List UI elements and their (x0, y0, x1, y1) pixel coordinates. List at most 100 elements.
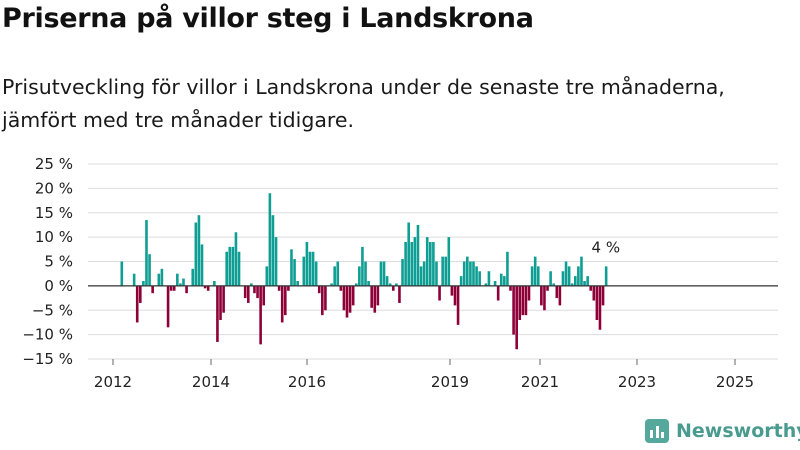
bar (429, 242, 432, 286)
bar (351, 285, 355, 306)
bar (404, 242, 407, 286)
bar (466, 256, 469, 286)
bar (302, 256, 306, 286)
bar (518, 285, 522, 321)
y-tick-label: 0 % (44, 277, 73, 295)
bar (148, 254, 151, 286)
bar (256, 285, 259, 299)
bar (145, 220, 148, 286)
bar (237, 251, 241, 286)
bar (543, 285, 546, 311)
bar (317, 285, 321, 294)
bar (222, 285, 225, 313)
newsworthy-brand: Newsworthy (645, 419, 800, 443)
bar (503, 276, 506, 286)
bar (284, 285, 287, 316)
bar (407, 222, 410, 286)
bar (533, 256, 537, 286)
x-tick-label: 2021 (521, 373, 559, 391)
bar (475, 266, 478, 286)
bar (441, 256, 444, 286)
y-tick-label: 15 % (35, 204, 73, 222)
bar (515, 285, 518, 350)
bar (592, 285, 596, 301)
bar (493, 281, 497, 286)
bar (385, 276, 389, 286)
bar (472, 261, 475, 286)
bar (200, 244, 204, 286)
bar (271, 215, 275, 286)
bar (142, 281, 145, 286)
bar (345, 285, 349, 318)
bar (583, 281, 586, 286)
bar (225, 251, 228, 286)
bar (419, 266, 423, 286)
bar (219, 285, 222, 321)
bar (274, 237, 278, 286)
bar (462, 261, 466, 286)
bar (370, 285, 373, 308)
bar (391, 285, 395, 291)
bar (333, 266, 336, 286)
bar (194, 222, 198, 286)
bar (459, 276, 463, 286)
y-tick-label: 5 % (44, 253, 73, 271)
bar (265, 266, 269, 286)
brand-name: Newsworthy (676, 420, 800, 442)
bar (321, 285, 324, 316)
bar (398, 285, 401, 303)
bar (182, 278, 185, 286)
bar (308, 251, 312, 286)
bar (277, 285, 281, 291)
bar (330, 283, 333, 286)
bar (410, 242, 414, 286)
bar (203, 285, 207, 289)
bar (339, 285, 343, 291)
bar (376, 285, 380, 306)
bar (546, 285, 549, 291)
bar (564, 261, 568, 286)
bar (246, 285, 250, 303)
bar (496, 285, 500, 301)
x-tick-label: 2025 (716, 373, 754, 391)
bar (598, 285, 602, 330)
bar (521, 285, 525, 316)
bar (589, 285, 593, 291)
bar (354, 283, 358, 286)
bar (527, 285, 531, 301)
bar (348, 285, 352, 313)
bar (422, 261, 426, 286)
bar (536, 266, 540, 286)
bar (234, 232, 238, 286)
bar (166, 285, 170, 328)
bar (287, 285, 290, 291)
chart-title: Priserna på villor steg i Landskrona (2, 3, 534, 34)
bar (432, 242, 435, 286)
y-tick-label: 10 % (35, 228, 73, 246)
bar (561, 271, 565, 286)
bar (416, 224, 420, 286)
axis-layer: 25 % 20 % 15 % 10 % 5 % 0 % −5 % −10 % −15 % 2012… (22, 155, 778, 391)
bar (388, 283, 392, 286)
bar (231, 246, 235, 286)
bar (530, 266, 534, 286)
bar (382, 261, 386, 286)
bar (555, 285, 559, 299)
bar (361, 246, 364, 286)
bar (197, 215, 201, 286)
bar (324, 285, 327, 311)
bar (577, 266, 580, 286)
bar (552, 283, 555, 286)
y-tick-label: −15 % (22, 350, 73, 368)
bar (444, 256, 448, 286)
bar (311, 251, 315, 286)
bar (176, 273, 179, 286)
newsworthy-logo-icon (645, 419, 669, 443)
bar (293, 259, 296, 286)
y-tick-label: −10 % (22, 326, 73, 344)
bar (574, 276, 577, 286)
bar (259, 285, 262, 345)
x-tick-label: 2012 (94, 373, 132, 391)
bar (151, 285, 154, 294)
